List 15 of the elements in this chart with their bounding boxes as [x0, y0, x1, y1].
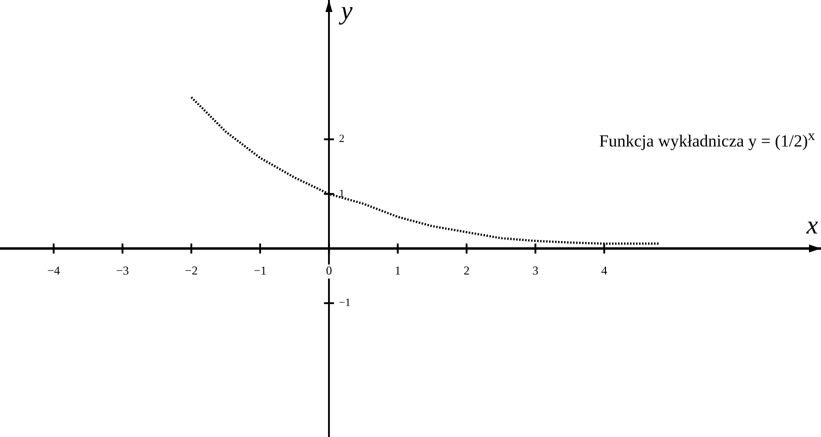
y-tick-label: 1 [338, 188, 344, 200]
y-axis-title: y [338, 0, 353, 25]
x-axis-title: x [805, 210, 818, 240]
x-tick-label: −4 [47, 264, 60, 278]
x-tick-label: 1 [394, 264, 401, 278]
y-tick-label: 2 [338, 133, 344, 146]
x-tick-label: −1 [254, 264, 267, 278]
x-tick-label: 2 [464, 264, 470, 278]
annotation: Funkcja wykładnicza y = (1/2)$^{x}$ [599, 128, 815, 152]
x-tick-label: 4 [601, 264, 608, 278]
x-tick-label: 0 [326, 264, 332, 278]
x-tick-label: −2 [184, 264, 198, 278]
y-tick-label: −1 [338, 297, 351, 310]
x-tick-label: 3 [532, 264, 538, 278]
x-tick-label: −3 [116, 264, 129, 278]
